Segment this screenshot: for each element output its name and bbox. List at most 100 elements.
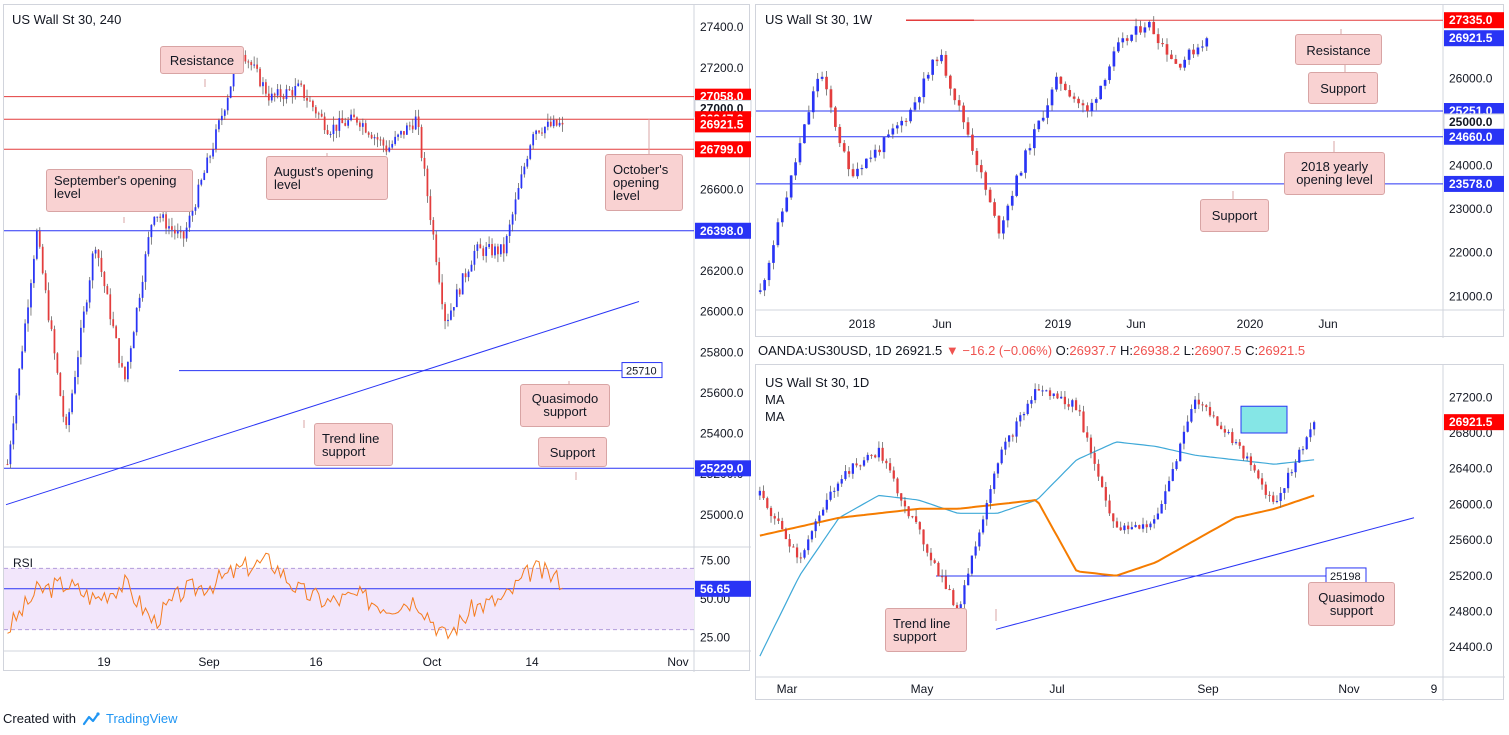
weekly-candle-body — [1010, 195, 1014, 206]
weekly-candle-body — [1063, 83, 1067, 91]
weekly-price-tag — [1444, 175, 1504, 192]
weekly-price-tag — [1444, 12, 1504, 29]
h4-candle-body — [538, 130, 540, 133]
daily-candle-body — [1104, 486, 1107, 501]
daily-candle-body — [1019, 415, 1022, 422]
h4-candle-body — [320, 113, 323, 117]
weekly-candle-body — [1121, 38, 1125, 43]
daily-candle-body — [900, 493, 903, 501]
h4-candle-body — [124, 366, 126, 380]
h4-candle-body — [470, 264, 473, 272]
weekly-candle-body — [913, 102, 917, 110]
rsi-label: RSI — [13, 556, 33, 570]
weekly-candle-body — [878, 149, 881, 153]
weekly-candle-body — [1094, 99, 1098, 103]
daily-candle-body — [825, 499, 828, 510]
high-key: H: — [1120, 343, 1134, 358]
h4-candle-body — [71, 393, 73, 413]
daily-candle-body — [1037, 389, 1040, 391]
weekly-candle-body — [882, 137, 886, 153]
h4-candle-body — [441, 282, 444, 305]
h4-candle-body — [62, 395, 65, 417]
daily-candle-body — [963, 585, 966, 605]
h4-candle-body — [38, 231, 41, 247]
daily-candle-body — [1149, 523, 1152, 528]
h4-candle-body — [200, 179, 203, 185]
weekly-resistance-callout: Resistance — [1295, 34, 1382, 65]
h4-candle-body — [458, 289, 461, 295]
weekly-candle-body — [767, 262, 771, 281]
daily-ohlc-header: OANDA:US30USD, 1D 26921.5 ▼ −16.2 (−0.06… — [758, 343, 1305, 358]
daily-candle-body — [1268, 494, 1271, 496]
weekly-price-tag-text: 26921.5 — [1449, 31, 1493, 45]
daily-candle-body — [985, 502, 988, 520]
weekly-candle-body — [847, 151, 850, 170]
h4-candle-body — [514, 199, 517, 215]
weekly-candle-body — [1147, 21, 1151, 28]
h4-chart-canvas[interactable]: 27400.027200.027000.026800.026600.026400… — [4, 5, 752, 672]
daily-candle-body — [1286, 472, 1290, 489]
h4-candle-body — [356, 117, 358, 123]
h4-candle-body — [494, 246, 496, 256]
h4-august-open-callout: August's opening level — [266, 156, 388, 200]
weekly-chart-panel[interactable]: 27000.026000.025000.024000.023000.022000… — [755, 4, 1505, 338]
h4-candle-body — [253, 64, 256, 66]
daily-candle-body — [851, 463, 854, 474]
daily-candle-body — [844, 471, 847, 480]
weekly-candle-body — [785, 197, 789, 212]
h4-candle-body — [144, 254, 147, 282]
weekly-candle-body — [1165, 44, 1169, 55]
weekly-candle-body — [1156, 34, 1160, 44]
weekly-candle-body — [1055, 76, 1058, 90]
daily-candle-body — [1067, 404, 1070, 407]
h4-candle-body — [400, 131, 402, 135]
daily-candle-body — [1071, 400, 1074, 407]
daily-candle-body — [855, 463, 858, 466]
callout-line: level — [274, 177, 301, 192]
weekly-candle-body — [1024, 150, 1027, 173]
daily-candle-body — [1294, 462, 1297, 473]
h4-level-tag-text: 25710 — [626, 366, 657, 378]
weekly-x-tick-label: Jun — [932, 317, 951, 331]
h4-candle-body — [405, 125, 408, 135]
daily-candle-body — [870, 454, 873, 456]
daily-candle-body — [1179, 443, 1182, 462]
h4-candle-body — [176, 231, 179, 234]
daily-chart-canvas[interactable]: 27200.026800.026400.026000.025600.025200… — [756, 365, 1505, 701]
weekly-candle-body — [842, 143, 846, 152]
daily-chart-panel[interactable]: 27200.0 26800.0 26400.0 26000.0 25600.0 25200… — [755, 364, 1505, 701]
footer-credit[interactable]: Created with TradingView — [3, 711, 178, 726]
h4-candle-body — [77, 357, 79, 378]
h4-candle-body — [532, 134, 535, 146]
weekly-x-tick-label: 2019 — [1045, 317, 1072, 331]
h4-candle-body — [103, 271, 106, 287]
daily-candle-body — [1138, 525, 1141, 529]
h4-candle-body — [194, 207, 197, 211]
daily-candle-body — [1112, 513, 1115, 522]
weekly-candle-body — [1072, 96, 1076, 99]
weekly-candle-body — [918, 97, 921, 103]
h4-candle-body — [364, 123, 367, 133]
daily-candle-body — [1260, 478, 1264, 485]
daily-trendline — [995, 517, 1415, 630]
daily-y-tick-label: 25200.0 — [1449, 569, 1493, 583]
h4-candle-body — [247, 61, 250, 63]
h4-candle-body — [529, 145, 532, 159]
h4-candle-body — [44, 273, 47, 291]
h4-y-tick-label: 25400.0 — [700, 427, 744, 441]
daily-ma-fast-line — [759, 441, 1315, 657]
low-key: L: — [1183, 343, 1195, 358]
callout-line: support — [893, 629, 937, 644]
weekly-candle-body — [860, 168, 864, 170]
rsi-value-tag — [695, 580, 751, 597]
daily-candle-body — [1231, 432, 1234, 443]
weekly-chart-title: US Wall St 30, 1W — [765, 12, 873, 27]
weekly-x-tick-label: Jun — [1126, 317, 1145, 331]
h4-candle-body — [341, 118, 344, 124]
h4-chart-panel[interactable]: 27400.027200.027000.026800.026600.026400… — [3, 4, 752, 672]
h4-candle-body — [426, 168, 429, 197]
h4-candle-body — [21, 351, 24, 369]
weekly-chart-canvas[interactable]: 27000.026000.025000.024000.023000.022000… — [756, 5, 1505, 338]
h4-candle-body — [526, 158, 529, 167]
daily-y-tick-label: 24400.0 — [1449, 640, 1493, 654]
